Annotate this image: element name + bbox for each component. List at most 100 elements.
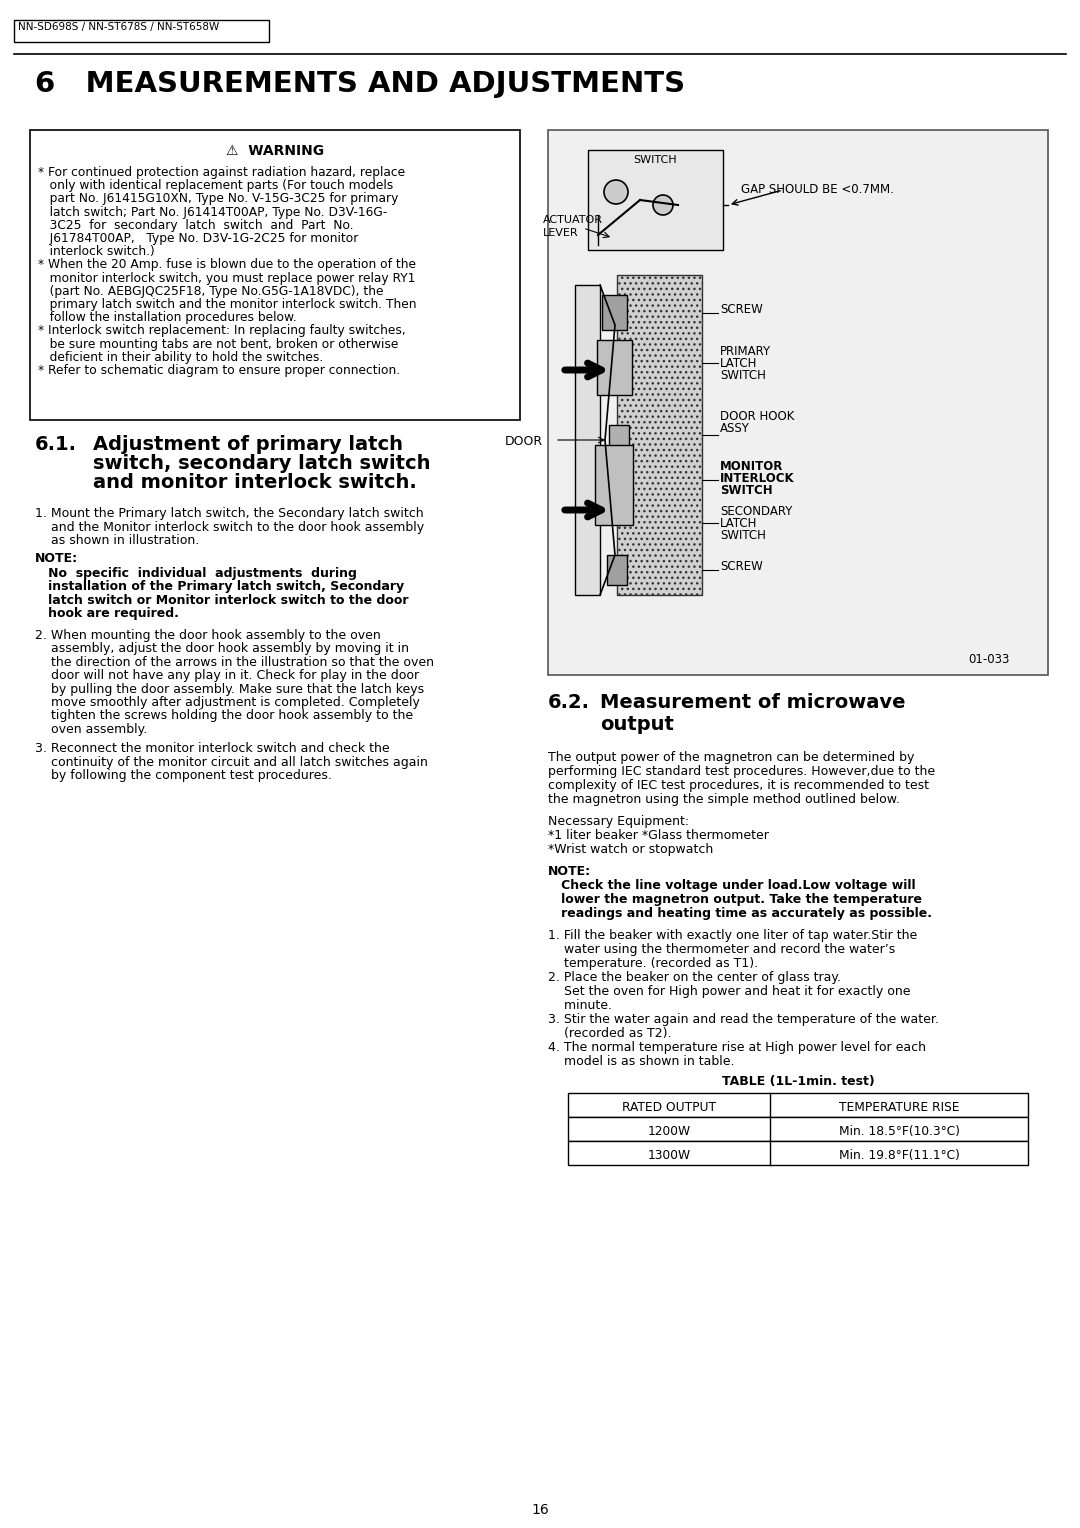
Text: oven assembly.: oven assembly. bbox=[35, 723, 147, 736]
Text: J61784T00AP,   Type No. D3V-1G-2C25 for monitor: J61784T00AP, Type No. D3V-1G-2C25 for mo… bbox=[38, 232, 359, 244]
Text: water using the thermometer and record the water’s: water using the thermometer and record t… bbox=[548, 943, 895, 957]
Text: * Interlock switch replacement: In replacing faulty switches,: * Interlock switch replacement: In repla… bbox=[38, 324, 406, 338]
Text: GAP SHOULD BE <0.7MM.: GAP SHOULD BE <0.7MM. bbox=[741, 183, 894, 196]
Text: 1. Fill the beaker with exactly one liter of tap water.Stir the: 1. Fill the beaker with exactly one lite… bbox=[548, 929, 917, 941]
Text: monitor interlock switch, you must replace power relay RY1: monitor interlock switch, you must repla… bbox=[38, 272, 416, 284]
Text: SWITCH: SWITCH bbox=[720, 484, 772, 497]
Text: 1300W: 1300W bbox=[648, 1149, 691, 1161]
Text: ⚠  WARNING: ⚠ WARNING bbox=[226, 144, 324, 157]
Bar bbox=[607, 555, 627, 585]
Text: latch switch or Monitor interlock switch to the door: latch switch or Monitor interlock switch… bbox=[35, 593, 408, 607]
Text: door will not have any play in it. Check for play in the door: door will not have any play in it. Check… bbox=[35, 669, 419, 681]
Text: 3. Stir the water again and read the temperature of the water.: 3. Stir the water again and read the tem… bbox=[548, 1013, 939, 1025]
Text: 6.2.: 6.2. bbox=[548, 694, 590, 712]
Text: 3. Reconnect the monitor interlock switch and check the: 3. Reconnect the monitor interlock switc… bbox=[35, 743, 390, 755]
Text: TABLE (1L-1min. test): TABLE (1L-1min. test) bbox=[721, 1076, 875, 1088]
Text: and the Monitor interlock switch to the door hook assembly: and the Monitor interlock switch to the … bbox=[35, 521, 424, 533]
Text: PRIMARY: PRIMARY bbox=[720, 345, 771, 358]
Bar bbox=[595, 445, 633, 526]
Text: 1200W: 1200W bbox=[648, 1125, 691, 1138]
Text: hook are required.: hook are required. bbox=[35, 607, 179, 620]
Bar bbox=[597, 341, 632, 396]
Bar bbox=[617, 275, 702, 594]
Text: * For continued protection against radiation hazard, replace: * For continued protection against radia… bbox=[38, 167, 405, 179]
Text: TEMPERATURE RISE: TEMPERATURE RISE bbox=[839, 1102, 959, 1114]
Text: NOTE:: NOTE: bbox=[548, 865, 591, 879]
Text: NOTE:: NOTE: bbox=[35, 553, 78, 565]
Text: readings and heating time as accurately as possible.: readings and heating time as accurately … bbox=[548, 908, 932, 920]
Text: Min. 18.5°F(10.3°C): Min. 18.5°F(10.3°C) bbox=[839, 1125, 960, 1138]
Text: follow the installation procedures below.: follow the installation procedures below… bbox=[38, 312, 297, 324]
Text: model is as shown in table.: model is as shown in table. bbox=[548, 1054, 734, 1068]
Text: SECONDARY: SECONDARY bbox=[720, 504, 793, 518]
Text: NN-SD698S / NN-ST678S / NN-ST658W: NN-SD698S / NN-ST678S / NN-ST658W bbox=[18, 21, 219, 32]
Text: 16: 16 bbox=[531, 1504, 549, 1517]
Text: be sure mounting tabs are not bent, broken or otherwise: be sure mounting tabs are not bent, brok… bbox=[38, 338, 399, 350]
Text: continuity of the monitor circuit and all latch switches again: continuity of the monitor circuit and al… bbox=[35, 756, 428, 769]
Text: 01-033: 01-033 bbox=[968, 652, 1010, 666]
Text: DOOR HOOK: DOOR HOOK bbox=[720, 410, 795, 423]
Bar bbox=[575, 286, 600, 594]
Text: 2. When mounting the door hook assembly to the oven: 2. When mounting the door hook assembly … bbox=[35, 628, 381, 642]
Text: part No. J61415G10XN, Type No. V-15G-3C25 for primary: part No. J61415G10XN, Type No. V-15G-3C2… bbox=[38, 193, 399, 205]
Text: output: output bbox=[600, 715, 674, 733]
Text: only with identical replacement parts (For touch models: only with identical replacement parts (F… bbox=[38, 179, 393, 193]
Text: SWITCH: SWITCH bbox=[720, 529, 766, 542]
Text: minute.: minute. bbox=[548, 999, 612, 1012]
Text: the direction of the arrows in the illustration so that the oven: the direction of the arrows in the illus… bbox=[35, 656, 434, 669]
Text: performing IEC standard test procedures. However,due to the: performing IEC standard test procedures.… bbox=[548, 766, 935, 778]
Bar bbox=[14, 20, 269, 41]
Text: ASSY: ASSY bbox=[720, 422, 750, 435]
Text: DOOR: DOOR bbox=[505, 435, 543, 448]
Text: assembly, adjust the door hook assembly by moving it in: assembly, adjust the door hook assembly … bbox=[35, 642, 409, 656]
Circle shape bbox=[604, 180, 627, 205]
Text: No  specific  individual  adjustments  during: No specific individual adjustments durin… bbox=[35, 567, 356, 579]
Text: Measurement of microwave: Measurement of microwave bbox=[600, 694, 905, 712]
Bar bbox=[602, 295, 627, 330]
Text: RATED OUTPUT: RATED OUTPUT bbox=[622, 1102, 716, 1114]
Bar bbox=[568, 1093, 1028, 1117]
Text: SCREW: SCREW bbox=[720, 303, 762, 316]
Text: the magnetron using the simple method outlined below.: the magnetron using the simple method ou… bbox=[548, 793, 900, 805]
Text: Necessary Equipment:: Necessary Equipment: bbox=[548, 814, 689, 828]
Bar bbox=[568, 1117, 1028, 1141]
Text: deficient in their ability to hold the switches.: deficient in their ability to hold the s… bbox=[38, 351, 323, 364]
Text: LEVER: LEVER bbox=[543, 228, 579, 238]
Text: and monitor interlock switch.: and monitor interlock switch. bbox=[93, 474, 417, 492]
Text: latch switch; Part No. J61414T00AP, Type No. D3V-16G-: latch switch; Part No. J61414T00AP, Type… bbox=[38, 206, 388, 219]
Text: primary latch switch and the monitor interlock switch. Then: primary latch switch and the monitor int… bbox=[38, 298, 417, 312]
Bar bbox=[568, 1141, 1028, 1164]
Text: 3C25  for  secondary  latch  switch  and  Part  No.: 3C25 for secondary latch switch and Part… bbox=[38, 219, 353, 232]
Text: 6.1.: 6.1. bbox=[35, 435, 77, 454]
Text: (part No. AEBGJQC25F18, Type No.G5G-1A18VDC), the: (part No. AEBGJQC25F18, Type No.G5G-1A18… bbox=[38, 284, 383, 298]
Text: Set the oven for High power and heat it for exactly one: Set the oven for High power and heat it … bbox=[548, 986, 910, 998]
Text: installation of the Primary latch switch, Secondary: installation of the Primary latch switch… bbox=[35, 581, 404, 593]
Text: *1 liter beaker *Glass thermometer: *1 liter beaker *Glass thermometer bbox=[548, 830, 769, 842]
Text: Adjustment of primary latch: Adjustment of primary latch bbox=[93, 435, 403, 454]
Text: SWITCH: SWITCH bbox=[720, 368, 766, 382]
Text: 6   MEASUREMENTS AND ADJUSTMENTS: 6 MEASUREMENTS AND ADJUSTMENTS bbox=[35, 70, 685, 98]
Text: * When the 20 Amp. fuse is blown due to the operation of the: * When the 20 Amp. fuse is blown due to … bbox=[38, 258, 416, 272]
Text: SWITCH: SWITCH bbox=[634, 154, 677, 165]
Bar bbox=[548, 130, 1048, 675]
Text: switch, secondary latch switch: switch, secondary latch switch bbox=[93, 454, 431, 474]
Text: The output power of the magnetron can be determined by: The output power of the magnetron can be… bbox=[548, 750, 915, 764]
Text: ACTUATOR: ACTUATOR bbox=[543, 215, 603, 225]
Text: Min. 19.8°F(11.1°C): Min. 19.8°F(11.1°C) bbox=[839, 1149, 960, 1161]
Circle shape bbox=[653, 196, 673, 215]
Text: by pulling the door assembly. Make sure that the latch keys: by pulling the door assembly. Make sure … bbox=[35, 683, 424, 695]
Text: SCREW: SCREW bbox=[720, 559, 762, 573]
Bar bbox=[609, 425, 629, 455]
Text: *Wrist watch or stopwatch: *Wrist watch or stopwatch bbox=[548, 843, 713, 856]
Text: 4. The normal temperature rise at High power level for each: 4. The normal temperature rise at High p… bbox=[548, 1041, 926, 1054]
Text: MONITOR: MONITOR bbox=[720, 460, 783, 474]
Text: temperature. (recorded as T1).: temperature. (recorded as T1). bbox=[548, 957, 758, 970]
Text: complexity of IEC test procedures, it is recommended to test: complexity of IEC test procedures, it is… bbox=[548, 779, 929, 792]
Text: 1. Mount the Primary latch switch, the Secondary latch switch: 1. Mount the Primary latch switch, the S… bbox=[35, 507, 423, 520]
Text: 2. Place the beaker on the center of glass tray.: 2. Place the beaker on the center of gla… bbox=[548, 970, 841, 984]
Text: lower the magnetron output. Take the temperature: lower the magnetron output. Take the tem… bbox=[548, 892, 922, 906]
Text: INTERLOCK: INTERLOCK bbox=[720, 472, 795, 484]
Bar bbox=[588, 150, 723, 251]
Text: by following the component test procedures.: by following the component test procedur… bbox=[35, 770, 332, 782]
Text: interlock switch.): interlock switch.) bbox=[38, 244, 154, 258]
